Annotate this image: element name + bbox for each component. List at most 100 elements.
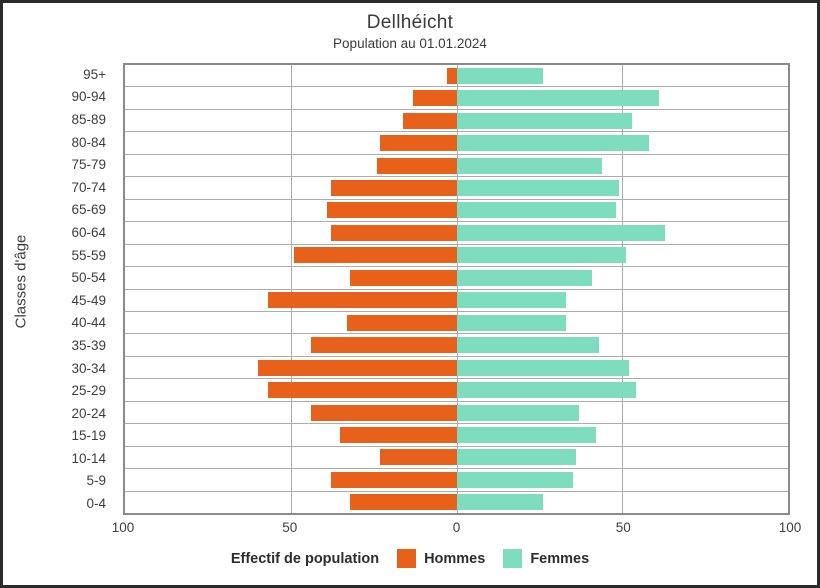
hommes-bar-45-49 [267,292,457,309]
age-label-20-24: 20-24 [71,405,106,421]
femmes-bar-50-54 [456,269,593,286]
x-tick-0: 100 [111,520,135,535]
hommes-bar-60-64 [330,224,457,241]
legend: Effectif de population Hommes Femmes [3,549,817,568]
pyramid-row-60-64 [125,222,788,245]
hommes-bar-30-34 [257,359,457,376]
age-label-30-34: 30-34 [71,360,106,376]
legend-item-hommes: Hommes [397,549,485,568]
pyramid-row-85-89 [125,110,788,133]
hommes-bar-25-29 [267,382,457,399]
femmes-bar-75-79 [456,157,603,174]
legend-swatch-femmes [503,549,523,568]
hommes-bar-65-69 [327,202,457,219]
pyramid-row-20-24 [125,402,788,425]
femmes-bar-70-74 [456,179,619,196]
hommes-bar-70-74 [330,179,457,196]
age-label-95+: 95+ [83,66,106,82]
pyramid-row-15-19 [125,424,788,447]
age-label-10-14: 10-14 [71,450,106,466]
femmes-bar-40-44 [456,314,566,331]
age-label-0-4: 0-4 [86,496,106,512]
age-label-25-29: 25-29 [71,383,106,399]
femmes-bar-95+ [456,67,543,84]
age-label-35-39: 35-39 [71,337,106,353]
age-label-50-54: 50-54 [71,270,106,286]
hommes-bar-85-89 [403,112,457,129]
age-label-55-59: 55-59 [71,247,106,263]
hommes-bar-40-44 [347,314,457,331]
age-label-80-84: 80-84 [71,134,106,150]
x-tick-1: 50 [282,520,298,535]
age-label-65-69: 65-69 [71,202,106,218]
pyramid-row-80-84 [125,132,788,155]
legend-label-femmes: Femmes [530,550,590,567]
pyramid-row-25-29 [125,379,788,402]
pyramid-row-40-44 [125,312,788,335]
pyramid-row-50-54 [125,267,788,290]
pyramid-row-70-74 [125,177,788,200]
age-label-5-9: 5-9 [86,473,106,489]
femmes-bar-5-9 [456,471,573,488]
hommes-bar-35-39 [310,337,457,354]
legend-item-femmes: Femmes [503,549,589,568]
chart-subtitle: Population au 01.01.2024 [333,36,487,51]
pyramid-row-75-79 [125,155,788,178]
hommes-bar-20-24 [310,404,457,421]
pyramid-row-35-39 [125,334,788,357]
legend-swatch-hommes [397,549,417,568]
femmes-bar-25-29 [456,382,636,399]
hommes-bar-0-4 [350,494,457,511]
x-axis-label: Effectif de population [230,550,380,567]
age-label-45-49: 45-49 [71,292,106,308]
x-axis-ticks: 100 50 0 50 100 [112,520,802,538]
pyramid-row-45-49 [125,290,788,312]
hommes-bar-75-79 [376,157,457,174]
femmes-bar-60-64 [456,224,666,241]
hommes-bar-90-94 [413,90,457,107]
age-label-70-74: 70-74 [71,179,106,195]
femmes-bar-20-24 [456,404,580,421]
age-label-85-89: 85-89 [71,111,106,127]
plot-area [123,63,790,515]
pyramid-row-30-34 [125,357,788,380]
pyramid-row-65-69 [125,200,788,223]
femmes-bar-0-4 [456,494,543,511]
age-label-15-19: 15-19 [71,428,106,444]
x-tick-4: 100 [778,520,802,535]
femmes-bar-30-34 [456,359,629,376]
x-tick-3: 50 [615,520,631,535]
hommes-bar-95+ [446,67,457,84]
hommes-bar-80-84 [380,135,457,152]
hommes-bar-5-9 [330,471,457,488]
femmes-bar-10-14 [456,449,576,466]
pyramid-row-5-9 [125,469,788,492]
femmes-bar-15-19 [456,426,596,443]
hommes-bar-50-54 [350,269,457,286]
femmes-bar-80-84 [456,135,649,152]
hommes-bar-55-59 [294,247,457,264]
femmes-bar-55-59 [456,247,626,264]
femmes-bar-35-39 [456,337,600,354]
age-label-40-44: 40-44 [71,315,106,331]
plot-rows [125,65,788,513]
pyramid-row-0-4 [125,492,788,513]
hommes-bar-10-14 [380,449,457,466]
femmes-bar-45-49 [456,292,566,309]
age-class-labels: 95+ 90-94 85-89 80-84 75-79 70-74 65-69 60-64 55… [3,63,115,515]
legend-label-hommes: Hommes [424,550,486,567]
x-tick-2: 0 [452,520,461,535]
hommes-bar-15-19 [340,426,457,443]
pyramid-row-55-59 [125,245,788,268]
age-label-90-94: 90-94 [71,89,106,105]
pyramid-row-90-94 [125,87,788,110]
age-label-60-64: 60-64 [71,224,106,240]
femmes-bar-85-89 [456,112,633,129]
age-label-75-79: 75-79 [71,157,106,173]
pyramid-row-10-14 [125,447,788,470]
femmes-bar-65-69 [456,202,616,219]
femmes-bar-90-94 [456,90,659,107]
pyramid-row-95+ [125,65,788,88]
chart-title: Dellhéicht [366,12,454,33]
